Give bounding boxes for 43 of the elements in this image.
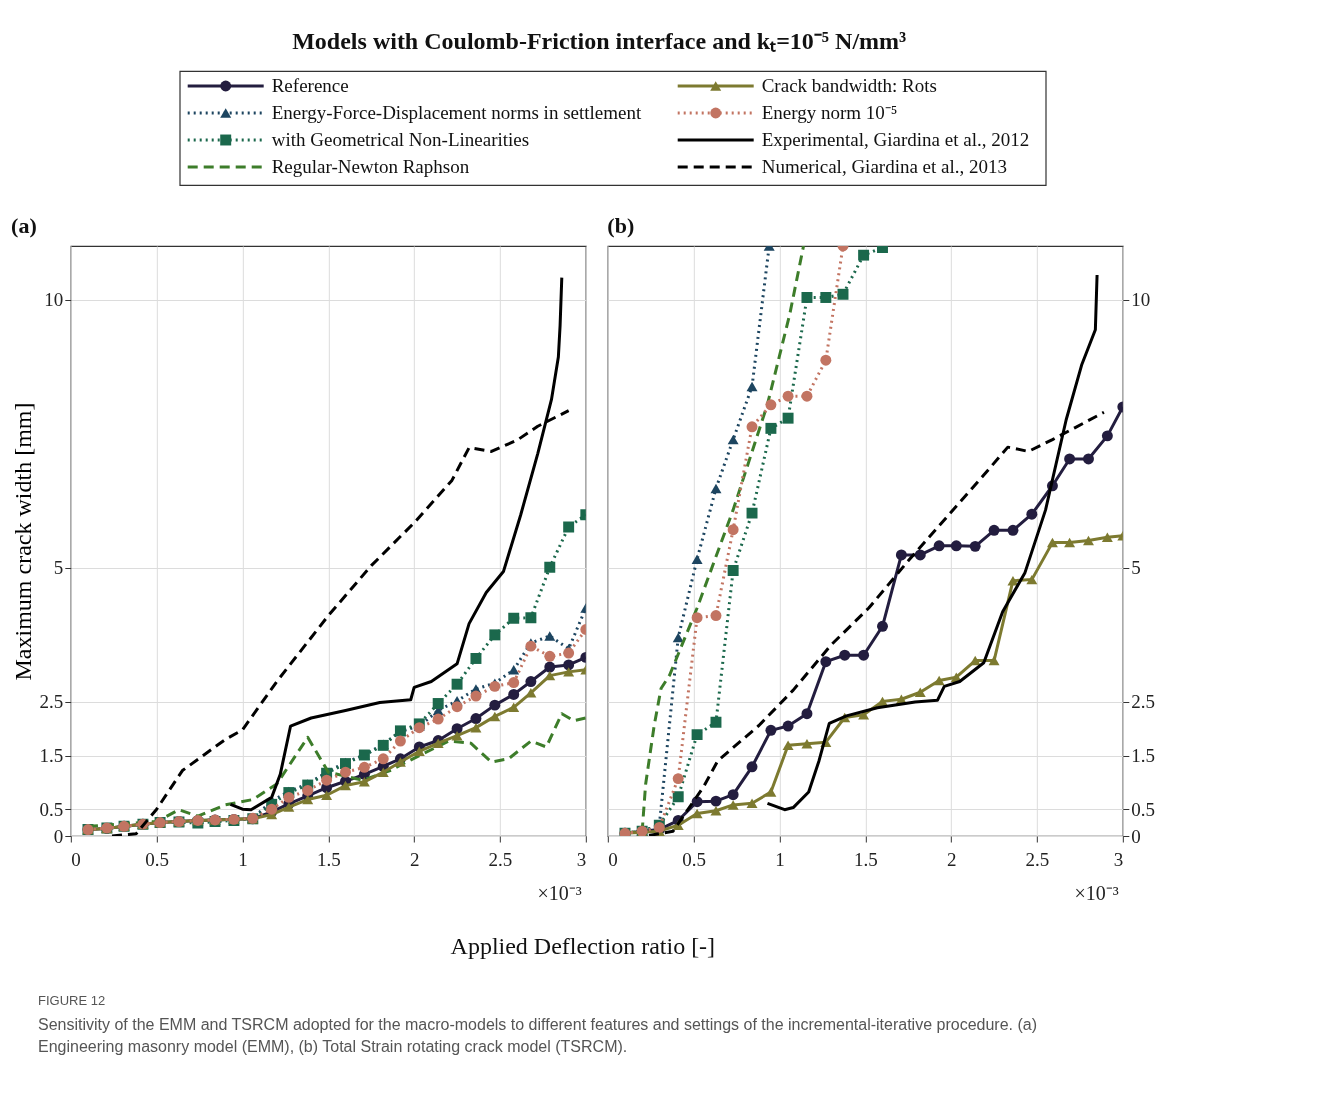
x-tick-label: 0.5	[682, 848, 707, 870]
y-tick-label: 0.5	[1131, 798, 1156, 820]
chart-title: Models with Coulomb-Friction interface and kₜ=10⁻⁵ N/mm³	[292, 28, 907, 55]
legend-label: with Geometrical Non-Linearities	[271, 129, 530, 150]
y-tick-label: 1.5	[1131, 745, 1156, 767]
y-tick-label: 1.5	[39, 745, 64, 767]
legend-label: Energy norm 10⁻⁵	[761, 102, 898, 123]
y-tick-label: 10	[44, 289, 64, 311]
x-tick-label: 2	[409, 848, 420, 870]
text: Sensitivity of the EMM and TSRCM adopted for the macro-models to different features and settings of the incremental-iterative procedure. (a) Engineering masonry model (EMM), (b) Total Strain rotating crack model (TSRCM).	[38, 1016, 1037, 1055]
x-tick-label: 1	[238, 848, 248, 870]
y-tick-label: 2.5	[39, 691, 64, 713]
y-axis-title: Maximum crack width [mm]	[9, 402, 36, 681]
x-tick-label: 2.5	[1025, 848, 1050, 870]
chart-subtitle: (a)	[11, 213, 37, 238]
x-tick-label: 3	[576, 848, 587, 870]
x-tick-label: 1.5	[316, 848, 341, 870]
x-tick-label: 0	[71, 848, 81, 870]
y-tick-label: 10	[1131, 289, 1151, 311]
x-tick-label: 0	[608, 848, 618, 870]
text: ×10⁻³	[537, 882, 582, 904]
y-tick-label: 0	[53, 825, 64, 847]
y-tick-label: 5	[1131, 557, 1141, 579]
legend-label: Experimental, Giardina et al., 2012	[761, 129, 1030, 150]
x-axis-title: Applied Deflection ratio [-]	[450, 932, 716, 959]
x-tick-label: 2.5	[488, 848, 513, 870]
y-tick-label: 2.5	[1131, 691, 1156, 713]
x-tick-label: 3	[1113, 848, 1124, 870]
legend-label: Energy-Force-Displacement norms in settlement	[271, 102, 642, 123]
text: ×10⁻³	[1074, 882, 1119, 904]
y-tick-label: 0	[1131, 825, 1141, 847]
x-tick-label: 1.5	[853, 848, 878, 870]
x-tick-label: 2	[946, 848, 957, 870]
x-tick-label: 0.5	[145, 848, 170, 870]
y-tick-label: 0.5	[39, 798, 64, 820]
legend-label: Regular-Newton Raphson	[271, 156, 470, 177]
legend-label: Numerical, Giardina et al., 2013	[761, 156, 1008, 177]
y-tick-label: 5	[53, 557, 64, 579]
chart-subtitle: (b)	[607, 213, 635, 238]
x-tick-label: 1	[775, 848, 785, 870]
legend-label: Crack bandwidth: Rots	[761, 75, 937, 96]
caption: FIGURE 12	[38, 993, 106, 1008]
legend-label: Reference	[271, 75, 349, 96]
